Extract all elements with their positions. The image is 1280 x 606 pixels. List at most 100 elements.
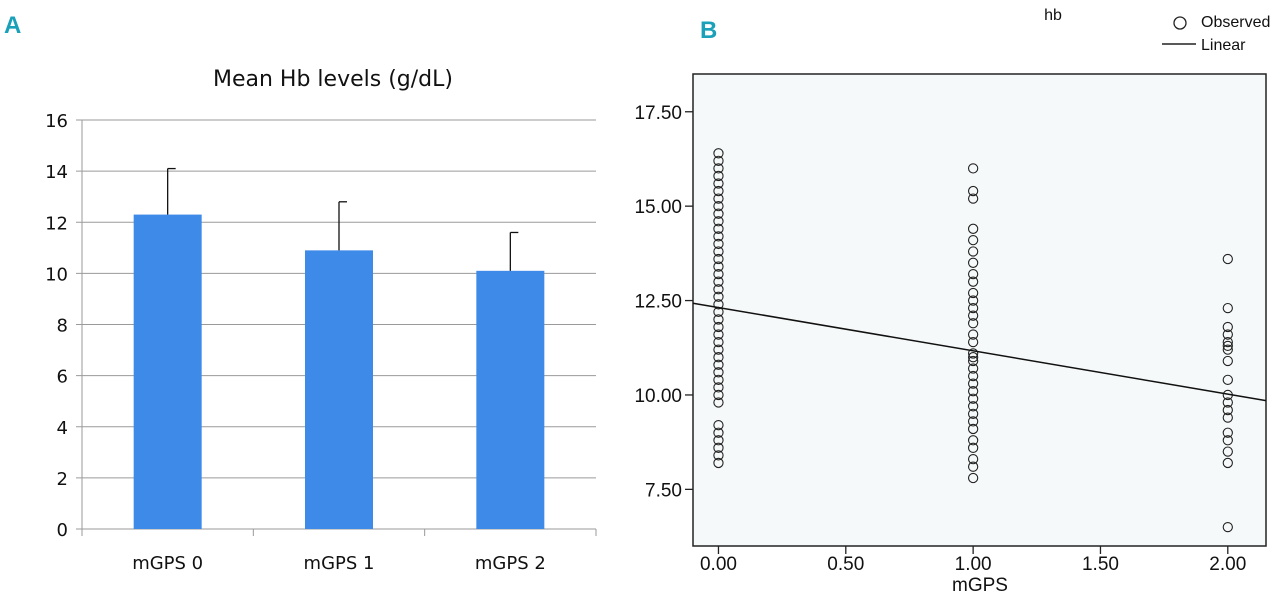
- observed-point-2-12: [1222, 412, 1233, 423]
- bar-1: [305, 250, 373, 529]
- observed-point-2-15: [1222, 446, 1233, 457]
- observed-point-1-28: [967, 435, 979, 446]
- observed-point-2-0: [1222, 253, 1233, 265]
- observed-point-1-27: [967, 423, 979, 435]
- y-tick-label: 2: [57, 469, 68, 490]
- y-tick-label: 8: [57, 316, 68, 337]
- y-tick-label: 12.50: [634, 292, 682, 313]
- observed-point-1-24: [967, 401, 979, 412]
- y-tick-label: 17.50: [634, 103, 682, 124]
- x-tick-label: 1.50: [1082, 554, 1119, 575]
- observed-point-0-27: [713, 352, 724, 363]
- observed-point-0-8: [713, 208, 724, 219]
- bar-0: [133, 214, 202, 530]
- observed-point-1-19: [967, 363, 979, 374]
- bar-chart-title: Mean Hb levels (g/dL): [213, 67, 453, 92]
- observed-point-2-3: [1222, 329, 1233, 340]
- bar-chart-error-bars: [167, 167, 519, 271]
- y-tick-label: 4: [57, 418, 68, 439]
- observed-point-0-14: [713, 253, 724, 265]
- y-tick-label: 6: [57, 367, 68, 388]
- observed-point-1-20: [967, 370, 979, 382]
- observed-point-2-14: [1222, 435, 1233, 446]
- observed-point-0-19: [713, 291, 724, 302]
- observed-point-0-31: [713, 382, 724, 393]
- y-tick-label: 16: [45, 111, 68, 132]
- y-tick-label: 0: [57, 520, 68, 541]
- observed-point-1-14: [967, 329, 979, 340]
- observed-point-0-6: [713, 193, 724, 204]
- observed-point-1-23: [967, 393, 979, 404]
- observed-point-1-18: [967, 355, 979, 367]
- scatter-y-axis: 7.50 10.00 12.50 15.00 17.50: [634, 103, 693, 501]
- x-tick-label: 2.00: [1209, 554, 1246, 575]
- observed-point-1-13: [967, 318, 979, 329]
- observed-point-1-22: [967, 386, 979, 397]
- y-tick-label: 14: [45, 162, 68, 183]
- observed-point-2-5: [1222, 340, 1233, 352]
- bar-chart-bars: [133, 214, 545, 530]
- observed-point-0-29: [713, 367, 724, 378]
- observed-point-0-0: [713, 148, 724, 159]
- observed-point-0-38: [713, 450, 724, 461]
- observed-point-2-6: [1222, 344, 1233, 355]
- y-tick-label: 12: [45, 213, 68, 234]
- observed-point-1-2: [967, 193, 979, 204]
- observed-point-0-15: [713, 261, 724, 272]
- observed-point-2-17: [1222, 521, 1233, 533]
- observed-point-1-30: [967, 454, 979, 465]
- scatter-x-axis-label: mGPS: [952, 575, 1008, 596]
- observed-point-0-23: [713, 321, 724, 333]
- observed-point-0-5: [713, 185, 724, 197]
- observed-point-2-7: [1222, 355, 1233, 367]
- panel-a-letter: A: [4, 12, 21, 39]
- observed-point-0-34: [713, 420, 724, 431]
- linear-fit-line: [692, 302, 1267, 402]
- observed-point-2-11: [1222, 404, 1233, 416]
- observed-point-0-7: [713, 201, 724, 212]
- y-tick-label: 10: [45, 264, 68, 285]
- x-tick-label: mGPS 1: [304, 553, 375, 574]
- scatter-legend: Observed Linear: [1162, 14, 1270, 54]
- observed-point-0-32: [713, 389, 724, 401]
- observed-point-1-25: [967, 408, 979, 419]
- observed-point-1-10: [967, 295, 979, 306]
- observed-point-1-6: [967, 257, 979, 268]
- observed-point-2-8: [1222, 374, 1233, 386]
- x-tick-label: 1.00: [955, 554, 992, 575]
- bar-chart-y-axis: 0 2 4 6 8 10 12 14 16: [45, 111, 82, 541]
- bar-2: [476, 270, 545, 529]
- observed-point-1-8: [967, 276, 979, 287]
- observed-point-0-25: [713, 336, 724, 348]
- observed-point-0-18: [713, 284, 724, 295]
- observed-point-0-13: [713, 246, 724, 257]
- observed-point-1-15: [967, 336, 979, 348]
- observed-point-1-0: [967, 163, 979, 174]
- observed-point-1-9: [967, 287, 979, 299]
- observed-point-0-17: [713, 276, 724, 287]
- observed-point-0-24: [713, 329, 724, 340]
- observed-point-0-11: [713, 231, 724, 242]
- observed-point-1-3: [967, 223, 979, 234]
- observed-point-0-22: [713, 314, 724, 325]
- observed-point-0-2: [713, 163, 724, 174]
- observed-point-0-3: [713, 170, 724, 182]
- y-tick-label: 15.00: [634, 197, 682, 218]
- observed-point-1-17: [967, 352, 979, 363]
- observed-point-1-11: [967, 302, 979, 314]
- legend-observed-label: Observed: [1201, 14, 1270, 31]
- observed-point-1-1: [967, 185, 979, 197]
- scatter-x-axis: 0.00 0.50 1.00 1.50 2.00: [700, 546, 1246, 575]
- observed-point-2-13: [1222, 427, 1233, 438]
- observed-point-0-10: [713, 223, 724, 234]
- observed-point-1-12: [967, 310, 979, 321]
- x-tick-label: mGPS 0: [132, 553, 203, 574]
- observed-point-0-30: [713, 374, 724, 386]
- observed-point-0-28: [713, 359, 724, 370]
- observed-point-1-5: [967, 246, 979, 257]
- panel-b-letter: B: [700, 17, 717, 44]
- legend-linear-label: Linear: [1201, 37, 1246, 54]
- observed-point-0-39: [713, 457, 724, 469]
- observed-point-2-16: [1222, 457, 1233, 469]
